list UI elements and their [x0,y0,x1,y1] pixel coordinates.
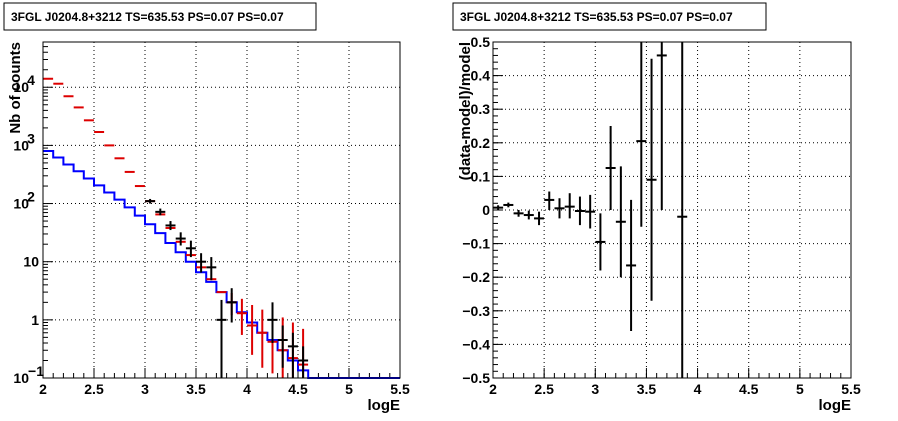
model-point [236,298,247,335]
y-tick-label: 10 [23,254,39,270]
x-tick-label: 5.5 [841,381,861,397]
residual-point [513,210,524,217]
y-tick-label: 10 [13,196,29,212]
y-tick-label: 0.5 [471,34,491,50]
x-tick-label: 5 [796,381,804,397]
y-tick-label-exponent: −1 [28,363,44,379]
data-point [206,257,217,281]
y-tick-label: 1 [31,312,39,328]
data-point [216,299,227,378]
y-tick-label: 10 [13,370,29,386]
residual-point [523,210,534,220]
residual-point [574,196,585,226]
x-tick-label: 4.5 [288,381,308,397]
y-tick-label: −0.2 [462,269,490,285]
model-point [257,309,268,368]
data-point [267,302,278,343]
x-tick-label: 2.5 [84,381,104,397]
y-tick-label: −0.5 [462,370,490,386]
x-tick-label: 2 [39,381,47,397]
residual-point [493,205,504,210]
data-point [145,198,156,204]
y-tick-label: −0.4 [462,336,490,352]
y-tick-label: 10 [13,137,29,153]
x-tick-label: 3 [591,381,599,397]
x-tick-label: 4.5 [739,381,759,397]
counts-chart-grid [43,42,400,378]
x-tick-label: 2.5 [534,381,554,397]
x-tick-label: 4 [243,381,251,397]
x-tick-label: 4 [694,381,702,397]
y-tick-label: 0.3 [471,101,491,117]
y-tick-label: 0.1 [471,168,491,184]
counts-chart-xlabel: logE [368,397,401,414]
residual-chart-axes: 2 2.5 3 3.5 4 4.5 5 5.5 −0.5 −0.4 −0.3 −0.2 −0.1 0 0.1… [462,34,861,397]
y-tick-label: −0.1 [462,236,490,252]
counts-chart: 3FGL J0204.8+3212 TS=635.53 PS=0.07 PS=0… [3,2,410,414]
y-tick-label-exponent: 4 [27,72,35,88]
y-tick-label: 0.2 [471,135,491,151]
x-tick-label: 2 [489,381,497,397]
y-tick-label-exponent: 2 [27,189,35,205]
residual-chart-ylabel: (data-model)/model [457,42,474,180]
data-point [226,288,237,323]
data-point [185,240,196,258]
residual-chart-title: 3FGL J0204.8+3212 TS=635.53 PS=0.07 PS=0… [460,10,733,24]
residual-point [636,42,647,227]
y-tick-label-exponent: 3 [27,130,35,146]
counts-chart-marks [43,77,400,379]
data-point [165,221,176,231]
residual-point [554,198,565,219]
residual-point [677,42,688,378]
residual-point [656,42,667,210]
counts-chart-ylabel: Nb of counts [7,42,24,134]
residual-chart: 3FGL J0204.8+3212 TS=635.53 PS=0.07 PS=0… [452,2,861,414]
residual-chart-xlabel: logE [819,397,852,414]
y-tick-label: 10 [13,79,29,95]
data-point [155,208,166,216]
x-tick-label: 3 [141,381,149,397]
residual-point [595,213,606,271]
residual-point [646,58,657,301]
y-tick-label: 0 [482,202,490,218]
counts-chart-frame [42,41,401,379]
x-tick-label: 5 [345,381,353,397]
residual-point [534,211,545,226]
data-point [287,332,298,378]
residual-chart-frame [492,41,852,379]
data-point [175,232,186,246]
data-point [196,253,207,273]
residual-point [544,191,555,210]
residual-chart-marks [493,42,688,378]
x-tick-label: 5.5 [390,381,410,397]
y-tick-label: −0.3 [462,303,490,319]
residual-point [615,166,626,278]
residual-chart-title-box [452,2,767,31]
residual-point [605,126,616,210]
counts-chart-title-box [3,2,317,31]
residual-point [503,202,514,208]
data-point [298,346,309,378]
model-point [247,305,258,355]
x-tick-label: 3.5 [186,381,206,397]
y-tick-label: 0.4 [471,68,491,84]
x-tick-label: 3.5 [637,381,657,397]
residual-chart-grid [493,42,851,378]
counts-chart-title: 3FGL J0204.8+3212 TS=635.53 PS=0.07 PS=0… [11,10,284,24]
data-point [277,325,288,368]
residual-point [626,199,637,331]
residual-point [564,193,575,219]
residual-point [585,194,596,229]
